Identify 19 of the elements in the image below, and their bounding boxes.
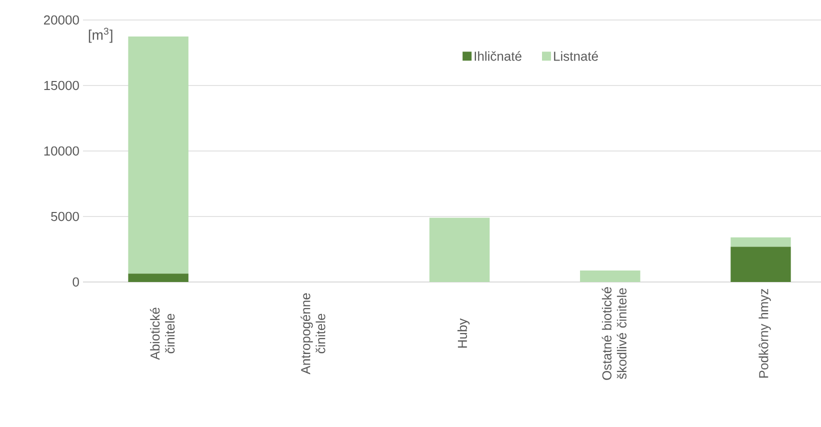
- x-tick-label: Ostatné biotické škodlivé činitele: [602, 287, 626, 380]
- bar: [128, 36, 188, 274]
- y-tick-label: 20000: [44, 15, 79, 25]
- x-tick-label: Huby: [457, 318, 470, 348]
- y-tick-label: 0: [72, 277, 79, 287]
- bar: [429, 218, 490, 282]
- x-tick-label: Abiotické činitele: [150, 308, 175, 360]
- y-tick-label: 10000: [44, 146, 79, 156]
- y-tick-label: 5000: [51, 212, 79, 222]
- legend-label: Listnaté: [554, 51, 598, 61]
- bar: [128, 274, 188, 282]
- bar: [730, 246, 791, 282]
- y-tick-label: 15000: [44, 80, 79, 90]
- bar: [730, 237, 791, 247]
- legend-label: Ihličnaté: [474, 51, 522, 61]
- y-axis-title: [m$^{3}$]: [88, 28, 112, 43]
- x-tick-label: Antropogénne činitele: [300, 293, 326, 374]
- bar: [580, 270, 640, 282]
- x-tick-label: Podkôrny hmyz: [758, 289, 771, 378]
